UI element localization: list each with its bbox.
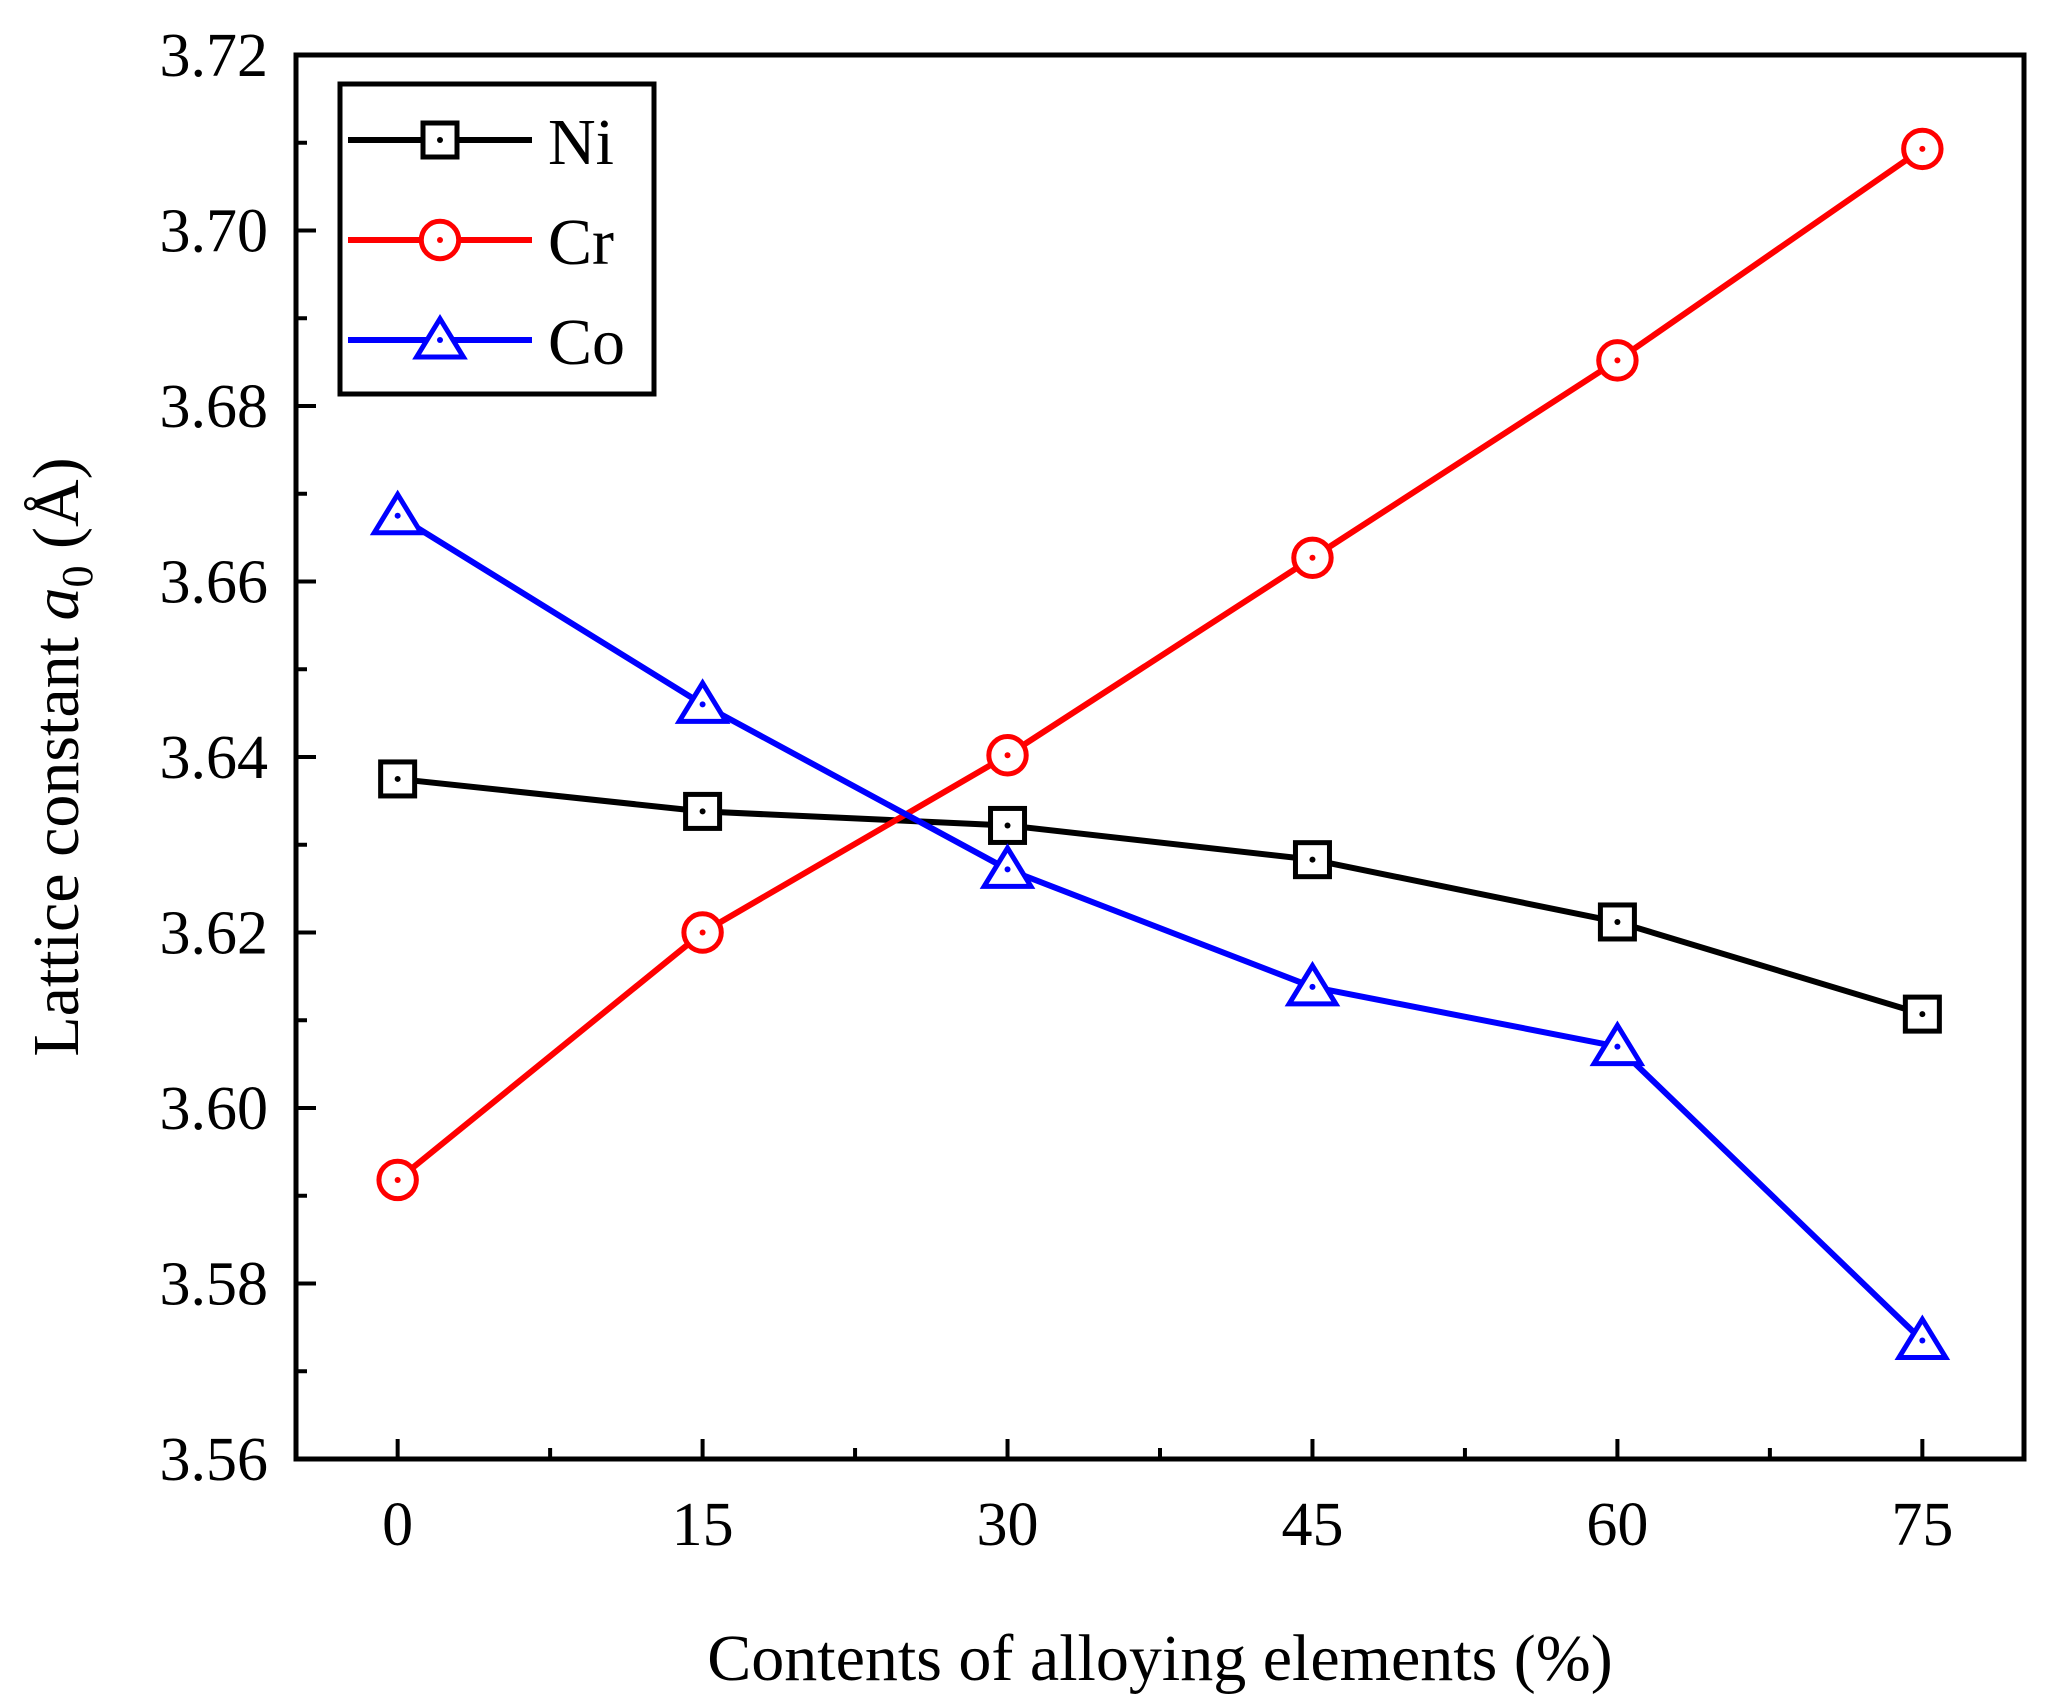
marker-center-dot [1614,357,1621,364]
data-point-ni [683,791,723,831]
marker-center-dot [1614,918,1621,925]
y-tick-label: 3.70 [160,198,269,266]
data-point-cr [376,1158,419,1202]
series-line-ni [397,775,1924,1017]
y-tick-label: 3.68 [160,373,269,441]
legend: Ni Cr Co [337,81,657,397]
data-point-ni [1902,994,1942,1034]
marker-center-dot [1919,1337,1926,1344]
marker-center-dot [1004,752,1011,759]
marker-center-dot [699,929,706,936]
data-point-ni [988,805,1028,845]
legend-label: Co [548,306,625,379]
y-axis-title: Lattice constant a0 (Å) [20,457,102,1056]
marker-center-dot [699,808,706,815]
marker-center-dot [1004,822,1011,829]
marker-center-dot [1309,856,1316,863]
x-tick-label: 60 [1586,1491,1648,1559]
x-tick-label: 30 [977,1491,1039,1559]
data-point-cr [1901,127,1944,171]
marker-center-dot [394,512,401,519]
marker-center-dot [699,701,706,708]
legend-entry-ni: Ni [348,106,614,179]
marker-center-dot [1004,866,1011,873]
data-point-co [369,489,426,536]
marker-center-dot [1919,1011,1926,1018]
y-tick-label: 3.60 [160,1075,269,1143]
legend-entry-co: Co [348,306,625,379]
y-tick-label: 3.72 [160,22,269,90]
data-point-ni [378,759,418,799]
x-tick-label: 75 [1891,1491,1953,1559]
marker-center-dot [1614,1043,1621,1050]
x-axis-title: Contents of alloying elements (%) [707,1622,1612,1695]
data-point-ni [1597,902,1637,942]
legend-marker [420,120,460,160]
plot-area-frame [293,52,2027,1462]
y-tick-label: 3.56 [160,1426,269,1494]
marker-center-dot [1309,554,1316,561]
marker-center-dot [1919,145,1926,152]
data-point-co [1284,960,1341,1007]
legend-marker [418,218,462,262]
marker-center-dot [1309,983,1316,990]
y-tick-label: 3.64 [160,724,269,792]
marker-square [420,120,460,160]
data-point-cr [681,911,724,954]
data-point-co [1589,1020,1646,1067]
x-tick-label: 0 [382,1491,413,1559]
legend-marker [412,313,468,360]
data-point-ni [1292,840,1332,880]
y-tick-label: 3.62 [160,900,269,968]
data-point-co [979,843,1036,889]
data-point-cr [1291,536,1334,580]
marker-center-dot [394,775,401,782]
legend-entry-cr: Cr [348,206,614,279]
data-point-co [674,678,731,724]
marker-center-dot [437,237,443,243]
x-tick-label: 15 [672,1491,734,1559]
data-point-cr [1596,339,1639,382]
data-point-co [1894,1314,1951,1361]
y-tick-label: 3.58 [160,1251,269,1319]
marker-center-dot [394,1176,401,1183]
marker-center-dot [437,337,443,343]
data-point-cr [986,734,1029,777]
legend-label: Ni [548,106,614,179]
y-tick-label: 3.66 [160,549,269,617]
x-tick-label: 45 [1281,1491,1343,1559]
series-line-cr [395,146,1925,1183]
marker-center-dot [437,137,443,143]
series-line-co [396,513,1925,1343]
legend-label: Cr [548,206,614,279]
